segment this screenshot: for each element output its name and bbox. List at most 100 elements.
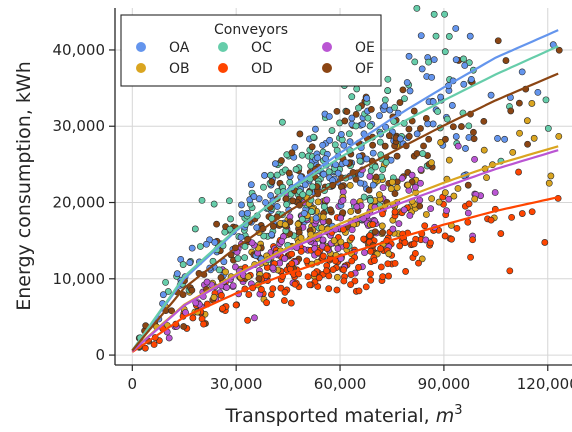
fit-line-od [131, 196, 559, 353]
point-od-965 [319, 252, 327, 260]
point-oe-781 [464, 209, 472, 217]
point-ob-1005 [347, 208, 355, 215]
point-of-1061 [255, 275, 263, 283]
point-oc-1100 [352, 122, 360, 130]
y-tick-label-2: 20,000 [53, 194, 106, 212]
point-of-649 [391, 190, 399, 198]
point-of-246 [213, 220, 220, 228]
point-oa-1060 [250, 193, 258, 200]
point-oc-65 [465, 122, 473, 130]
point-oe-809 [251, 314, 258, 322]
legend-items: OA OB OC OD OE OF [136, 40, 375, 77]
point-ob-863 [337, 238, 345, 246]
point-oa-459 [428, 73, 436, 81]
point-of-1022 [449, 123, 457, 131]
point-oa-793 [326, 136, 334, 144]
fit-line-oc [131, 45, 559, 352]
point-oc-1082 [372, 163, 379, 171]
point-od-435 [528, 208, 536, 216]
point-od-507 [464, 218, 472, 226]
point-ob-288 [435, 198, 443, 206]
point-oa-983 [357, 179, 364, 187]
point-oa-1105 [300, 209, 308, 217]
point-od-1008 [288, 250, 296, 258]
point-oc-720 [267, 171, 275, 179]
legend-label-oa: OA [169, 40, 190, 56]
point-oa-499 [452, 133, 460, 140]
point-of-929 [422, 114, 430, 122]
point-ob-960 [334, 273, 341, 281]
legend-marker-oc [218, 42, 228, 52]
point-ob-1042 [318, 224, 326, 232]
point-oc-937 [333, 147, 341, 154]
point-ob-234 [314, 198, 322, 206]
point-oc-741 [434, 108, 442, 115]
point-od-417 [453, 224, 461, 232]
point-oe-688 [348, 226, 356, 234]
x-tick-label-4: 120,000 [517, 375, 572, 393]
legend-marker-ob [136, 63, 146, 73]
point-ob-737 [471, 195, 479, 203]
point-od-1050 [379, 273, 387, 281]
point-oe-772 [281, 255, 289, 262]
point-oc-279 [345, 130, 353, 138]
point-oe-549 [334, 245, 342, 252]
point-oe-927 [417, 166, 425, 173]
legend-title: Conveyors [214, 22, 288, 38]
point-oc-944 [367, 167, 375, 175]
point-od-979 [141, 344, 149, 352]
point-oa-1009 [173, 270, 181, 278]
legend-label-od: OD [251, 61, 273, 77]
point-od-885 [218, 292, 225, 299]
point-oc-546 [310, 133, 317, 141]
point-oe-1098 [319, 236, 327, 244]
point-oa-1067 [159, 291, 167, 299]
point-ob-319 [437, 139, 445, 146]
point-od-890 [257, 286, 265, 293]
point-od-851 [469, 236, 477, 244]
point-of-352 [405, 125, 413, 133]
point-oa-1018 [322, 155, 329, 163]
point-oc-485 [445, 33, 453, 40]
point-oa-743 [430, 56, 438, 64]
point-oa-923 [268, 231, 276, 239]
point-od-808 [232, 301, 240, 309]
point-oc-1081 [298, 151, 306, 159]
point-od-590 [441, 232, 449, 240]
point-ob-562 [555, 132, 563, 140]
scatter-points [135, 4, 563, 352]
point-ob-1035 [319, 213, 327, 221]
point-oa-429 [261, 172, 268, 179]
point-oa-474 [291, 143, 299, 151]
point-od-727 [385, 272, 392, 280]
point-of-911 [268, 178, 276, 186]
point-oa-284 [369, 149, 377, 157]
point-oc-581 [241, 254, 249, 262]
point-oc-685 [441, 10, 448, 18]
point-oa-922 [334, 169, 342, 177]
point-oa-494 [518, 68, 526, 76]
point-oa-713 [405, 52, 413, 60]
point-oa-514 [188, 244, 196, 252]
point-oc-137 [413, 4, 421, 12]
point-od-883 [401, 239, 409, 247]
point-ob-52 [428, 195, 436, 203]
point-ob-261 [418, 255, 426, 263]
point-oa-1092 [203, 240, 210, 248]
point-oa-769 [466, 32, 474, 40]
point-of-385 [352, 110, 360, 118]
point-oa-618 [363, 155, 371, 163]
fit-line-oe [131, 149, 559, 353]
point-od-669 [297, 247, 305, 255]
point-od-588 [362, 283, 370, 291]
point-od-875 [391, 208, 399, 216]
point-oe-893 [223, 284, 230, 291]
point-oc-411 [364, 114, 372, 122]
point-od-470 [377, 263, 385, 271]
point-od-988 [340, 277, 348, 285]
point-od-978 [340, 266, 348, 274]
point-od-681 [515, 168, 522, 176]
point-od-997 [347, 271, 355, 278]
legend-label-oc: OC [251, 40, 272, 56]
point-oe-219 [454, 142, 462, 150]
